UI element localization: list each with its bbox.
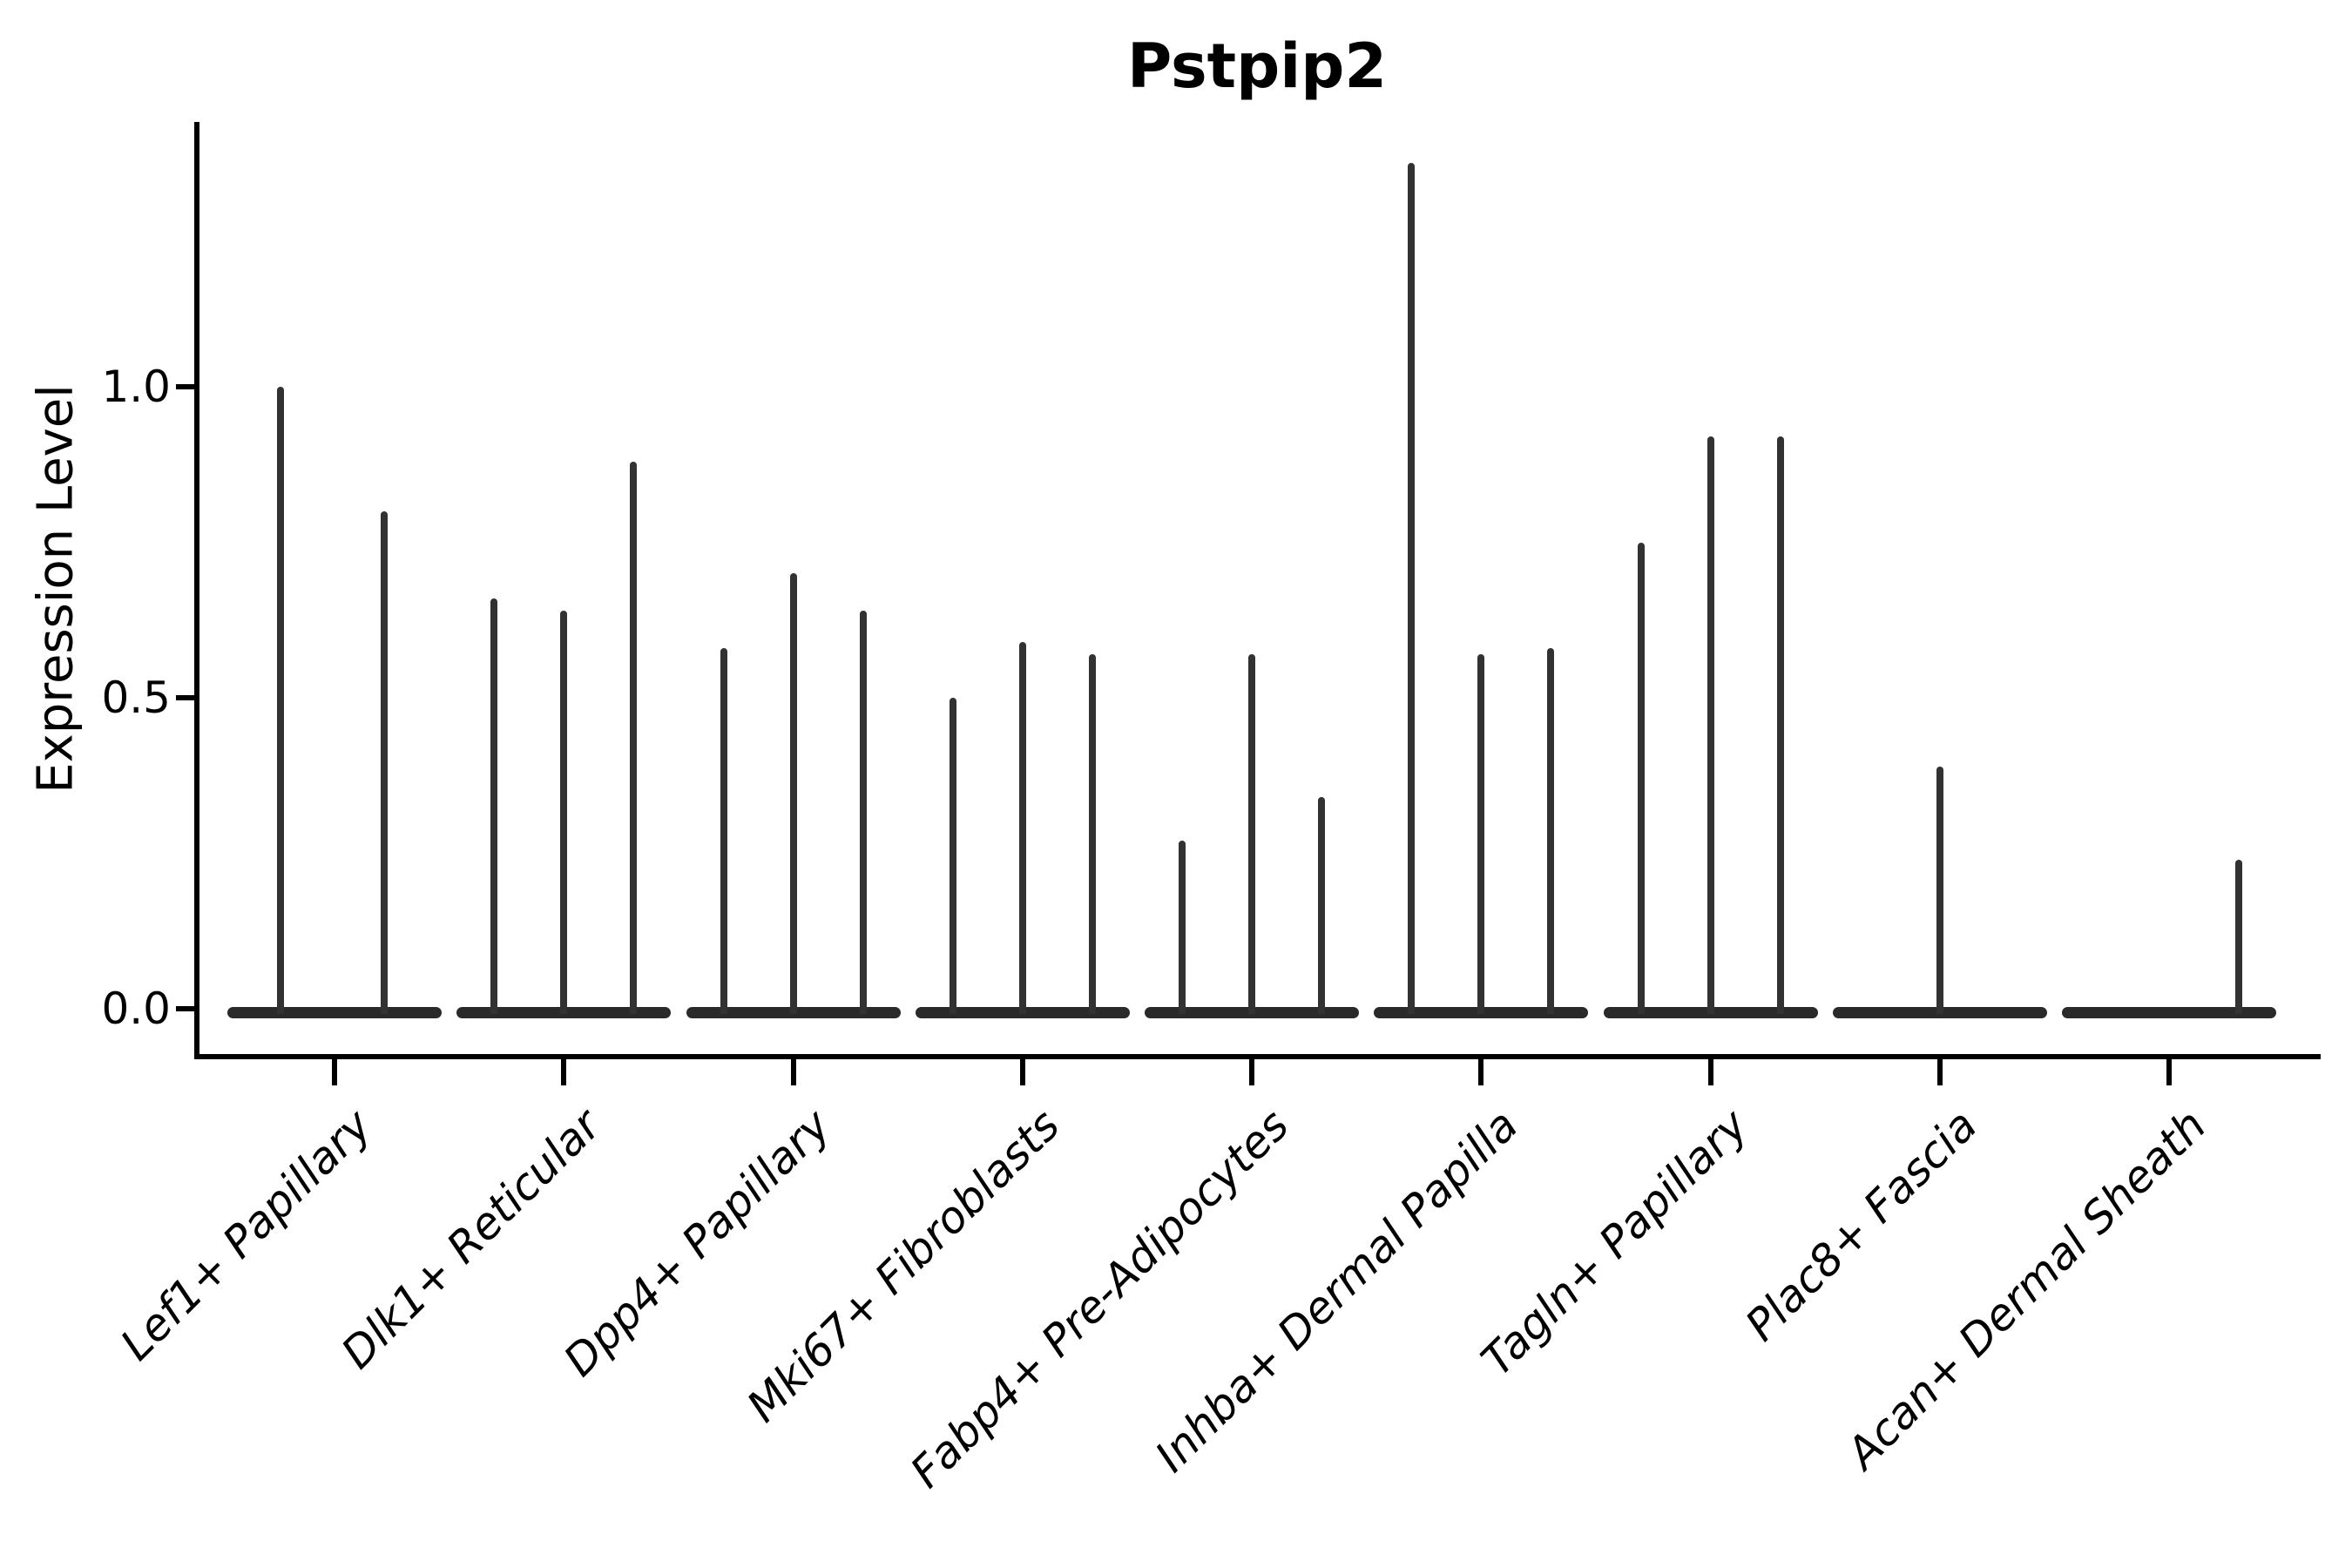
y-tick-mark (176, 695, 194, 700)
x-tick-mark (1707, 1059, 1713, 1085)
x-category-label: Fabp4+ Pre-Adipocytes (901, 1099, 1299, 1498)
y-tick-label: 0.5 (101, 672, 171, 723)
x-tick-mark (561, 1059, 567, 1085)
violin-spike (1637, 542, 1645, 1014)
violin-spike (1318, 797, 1325, 1014)
violin-spike (789, 573, 797, 1014)
x-tick-mark (790, 1059, 796, 1085)
x-tick-mark (1019, 1059, 1025, 1085)
violin-base (2062, 1007, 2276, 1018)
x-tick-mark (1478, 1059, 1484, 1085)
x-category-label: Plac8+ Fascia (1735, 1099, 1987, 1351)
x-tick-mark (332, 1059, 337, 1085)
violin-spike (1179, 841, 1186, 1014)
y-tick-label: 0.0 (101, 983, 171, 1034)
violin-spike (560, 611, 568, 1014)
y-tick-mark (176, 384, 194, 389)
violin-spike (1088, 654, 1096, 1014)
violin-spike (381, 510, 388, 1014)
x-tick-mark (1936, 1059, 1943, 1085)
violin-spike (720, 647, 727, 1014)
violin-spike (277, 387, 284, 1014)
violin-spike (490, 598, 498, 1014)
violin-spike (859, 611, 867, 1014)
y-tick-mark (176, 1006, 194, 1011)
violin-spike (1248, 654, 1255, 1014)
violin-spike (949, 698, 956, 1014)
violin-spike (630, 461, 638, 1014)
x-tick-mark (1249, 1059, 1254, 1085)
violin-base (227, 1007, 442, 1018)
y-axis-label: Expression Level (27, 384, 84, 794)
x-tick-mark (2166, 1059, 2172, 1085)
violin-spike (1547, 647, 1555, 1014)
y-tick-label: 1.0 (101, 362, 171, 412)
chart-title: Pstpip2 (1126, 30, 1388, 102)
violin-spike (2235, 859, 2242, 1014)
violin-spike (1018, 641, 1026, 1014)
violin-spike (1408, 162, 1416, 1014)
x-category-label: Lef1+ Papillary (111, 1099, 382, 1370)
violin-spike (1477, 654, 1485, 1014)
violin-spike (1707, 436, 1714, 1014)
y-axis-spine (194, 122, 199, 1059)
violin-spike (1776, 436, 1784, 1014)
x-axis-spine (194, 1054, 2321, 1059)
violin-spike (1936, 766, 1943, 1014)
